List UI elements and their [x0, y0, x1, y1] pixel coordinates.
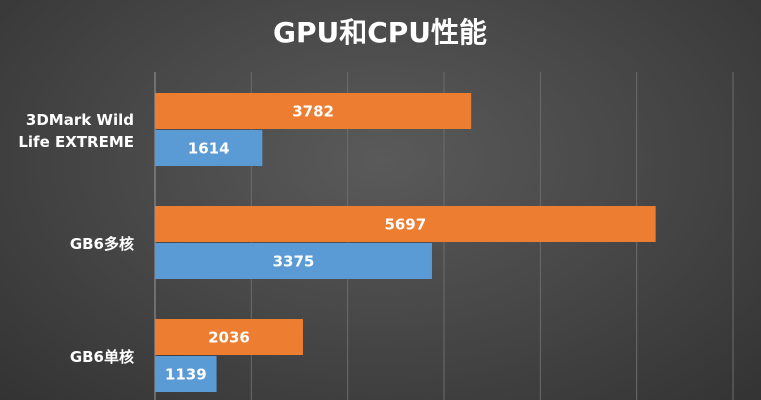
value-label: 3375 — [273, 253, 315, 271]
category-label: GB6多核 — [69, 234, 134, 253]
value-label: 5697 — [384, 216, 426, 234]
bar — [155, 93, 472, 129]
bar — [155, 130, 263, 166]
bar — [155, 356, 217, 392]
chart-title: GPU和CPU性能 — [273, 16, 487, 49]
value-label: 1139 — [165, 366, 207, 384]
value-label: 3782 — [292, 103, 334, 121]
value-label: 2036 — [208, 329, 250, 347]
bar — [155, 206, 656, 242]
category-label: 3DMark Wild Life EXTREME — [18, 110, 134, 151]
bar — [155, 243, 432, 279]
category-label: GB6单核 — [69, 347, 134, 366]
value-label: 1614 — [188, 140, 230, 158]
bar — [155, 319, 303, 355]
